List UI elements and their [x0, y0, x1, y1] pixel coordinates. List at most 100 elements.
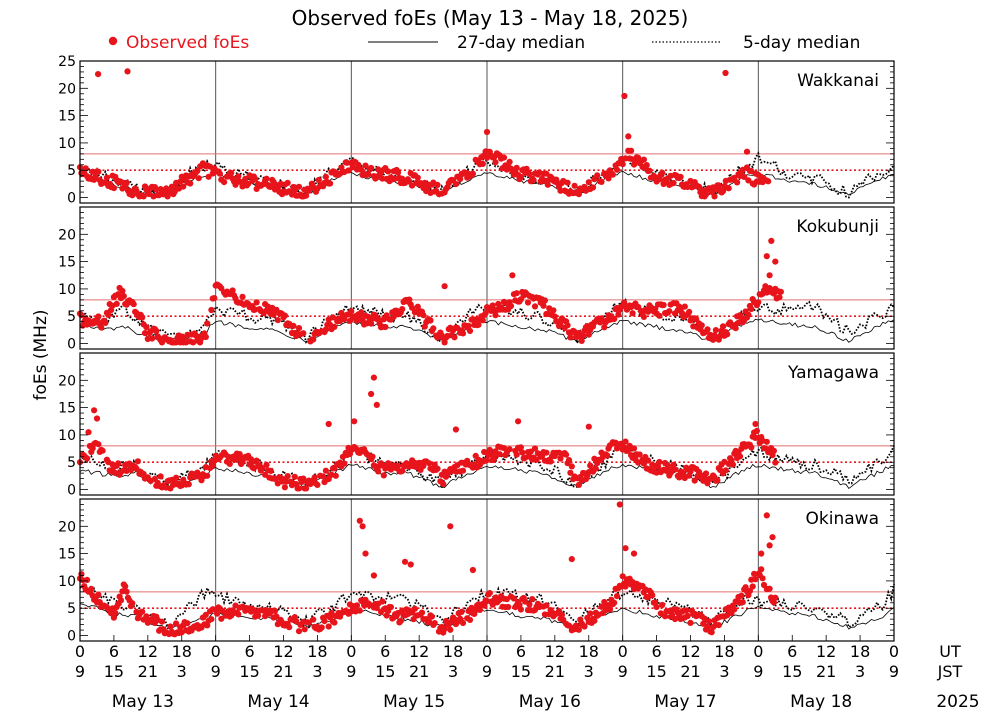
observed-point-outlier — [766, 272, 773, 279]
observed-point — [112, 609, 119, 617]
jst-tick-label: 9 — [211, 662, 221, 681]
observed-point — [662, 613, 669, 620]
ut-tick-label: 0 — [211, 642, 221, 661]
observed-point — [575, 626, 583, 633]
jst-tick-label: 9 — [482, 662, 492, 681]
jst-axis-label: JST — [937, 662, 963, 681]
observed-point — [194, 167, 201, 175]
observed-point — [465, 322, 472, 329]
observed-point — [601, 324, 608, 331]
observed-point — [303, 485, 310, 492]
observed-point — [291, 473, 298, 480]
y-tick-label: 20 — [58, 227, 76, 243]
observed-point — [479, 317, 486, 324]
observed-point-outlier — [621, 92, 628, 100]
observed-point — [483, 457, 491, 464]
observed-point — [129, 192, 136, 199]
observed-point — [611, 315, 618, 323]
observed-point — [712, 327, 720, 334]
observed-point — [341, 460, 348, 467]
observed-point — [524, 299, 532, 306]
observed-point — [409, 304, 416, 311]
observed-point-outlier — [370, 572, 377, 579]
observed-point — [734, 179, 741, 186]
panels: 0 5 10 15 20 25 Wakkanai 0 5 10 15 20 Kokubunji 0 5 10 1… — [58, 54, 895, 645]
observed-point — [725, 185, 732, 192]
observed-point — [133, 465, 140, 472]
observed-point — [385, 168, 392, 175]
observed-point — [531, 303, 539, 310]
chart-title: Observed foEs (May 13 - May 18, 2025) — [292, 6, 689, 30]
observed-point — [513, 451, 520, 458]
observed-point — [506, 446, 513, 453]
observed-point — [139, 314, 146, 321]
day-label: May 14 — [247, 692, 309, 712]
observed-point — [558, 611, 566, 619]
observed-point — [235, 173, 242, 180]
y-tick-label: 5 — [67, 455, 76, 471]
observed-point — [500, 445, 508, 452]
jst-tick-label: 21 — [680, 662, 700, 681]
median-5day-line — [79, 151, 895, 200]
observed-point — [640, 156, 648, 163]
observed-point — [103, 174, 110, 181]
observed-point — [321, 618, 328, 625]
observed-point — [753, 427, 761, 434]
observed-point-outlier — [356, 517, 363, 524]
observed-point — [301, 626, 308, 633]
observed-point — [434, 465, 441, 472]
observed-point-outlier — [758, 550, 765, 557]
observed-point — [526, 601, 533, 608]
observed-point — [300, 330, 307, 337]
observed-point — [195, 175, 202, 182]
observed-point — [500, 154, 508, 161]
observed-point — [564, 179, 571, 186]
observed-point-outlier — [95, 71, 102, 78]
observed-point-outlier — [362, 550, 369, 557]
observed-point — [738, 592, 745, 599]
observed-point — [202, 333, 209, 341]
observed-point — [426, 618, 433, 625]
observed-point — [722, 467, 729, 474]
observed-point — [731, 174, 738, 181]
observed-point — [95, 168, 102, 175]
observed-point-outlier — [568, 556, 575, 563]
observed-point — [295, 485, 303, 492]
jst-tick-label: 21 — [138, 662, 158, 681]
observed-point — [382, 323, 389, 331]
observed-point — [295, 628, 303, 635]
observed-point — [430, 325, 437, 332]
observed-point — [531, 445, 539, 452]
observed-point — [594, 172, 601, 179]
jst-tick-label: 9 — [346, 662, 356, 681]
observed-point — [681, 303, 688, 310]
observed-point — [664, 462, 672, 470]
observed-point — [211, 295, 218, 302]
observed-point — [571, 182, 578, 189]
observed-point — [748, 305, 755, 313]
legend-observed-marker — [108, 36, 118, 46]
observed-point — [670, 461, 677, 468]
observed-point — [358, 309, 365, 316]
observed-point — [611, 599, 618, 606]
observed-point — [605, 175, 612, 182]
observed-point — [492, 312, 499, 319]
observed-point — [411, 605, 418, 612]
station-label: Yamagawa — [787, 363, 879, 383]
observed-point — [507, 302, 515, 310]
observed-point — [475, 321, 482, 328]
observed-point — [459, 619, 467, 627]
observed-point — [208, 616, 215, 623]
observed-point — [715, 182, 722, 189]
observed-point — [153, 327, 160, 335]
observed-point — [704, 326, 711, 333]
observed-point — [683, 607, 690, 614]
day-label: May 13 — [112, 692, 174, 712]
jst-tick-label: 3 — [855, 662, 865, 681]
observed-point-outlier — [325, 420, 332, 428]
observed-point — [704, 623, 711, 630]
observed-point — [695, 183, 703, 190]
ut-tick-label: 6 — [651, 642, 661, 661]
ut-tick-label: 18 — [850, 642, 870, 661]
median-27day-line — [79, 318, 895, 344]
